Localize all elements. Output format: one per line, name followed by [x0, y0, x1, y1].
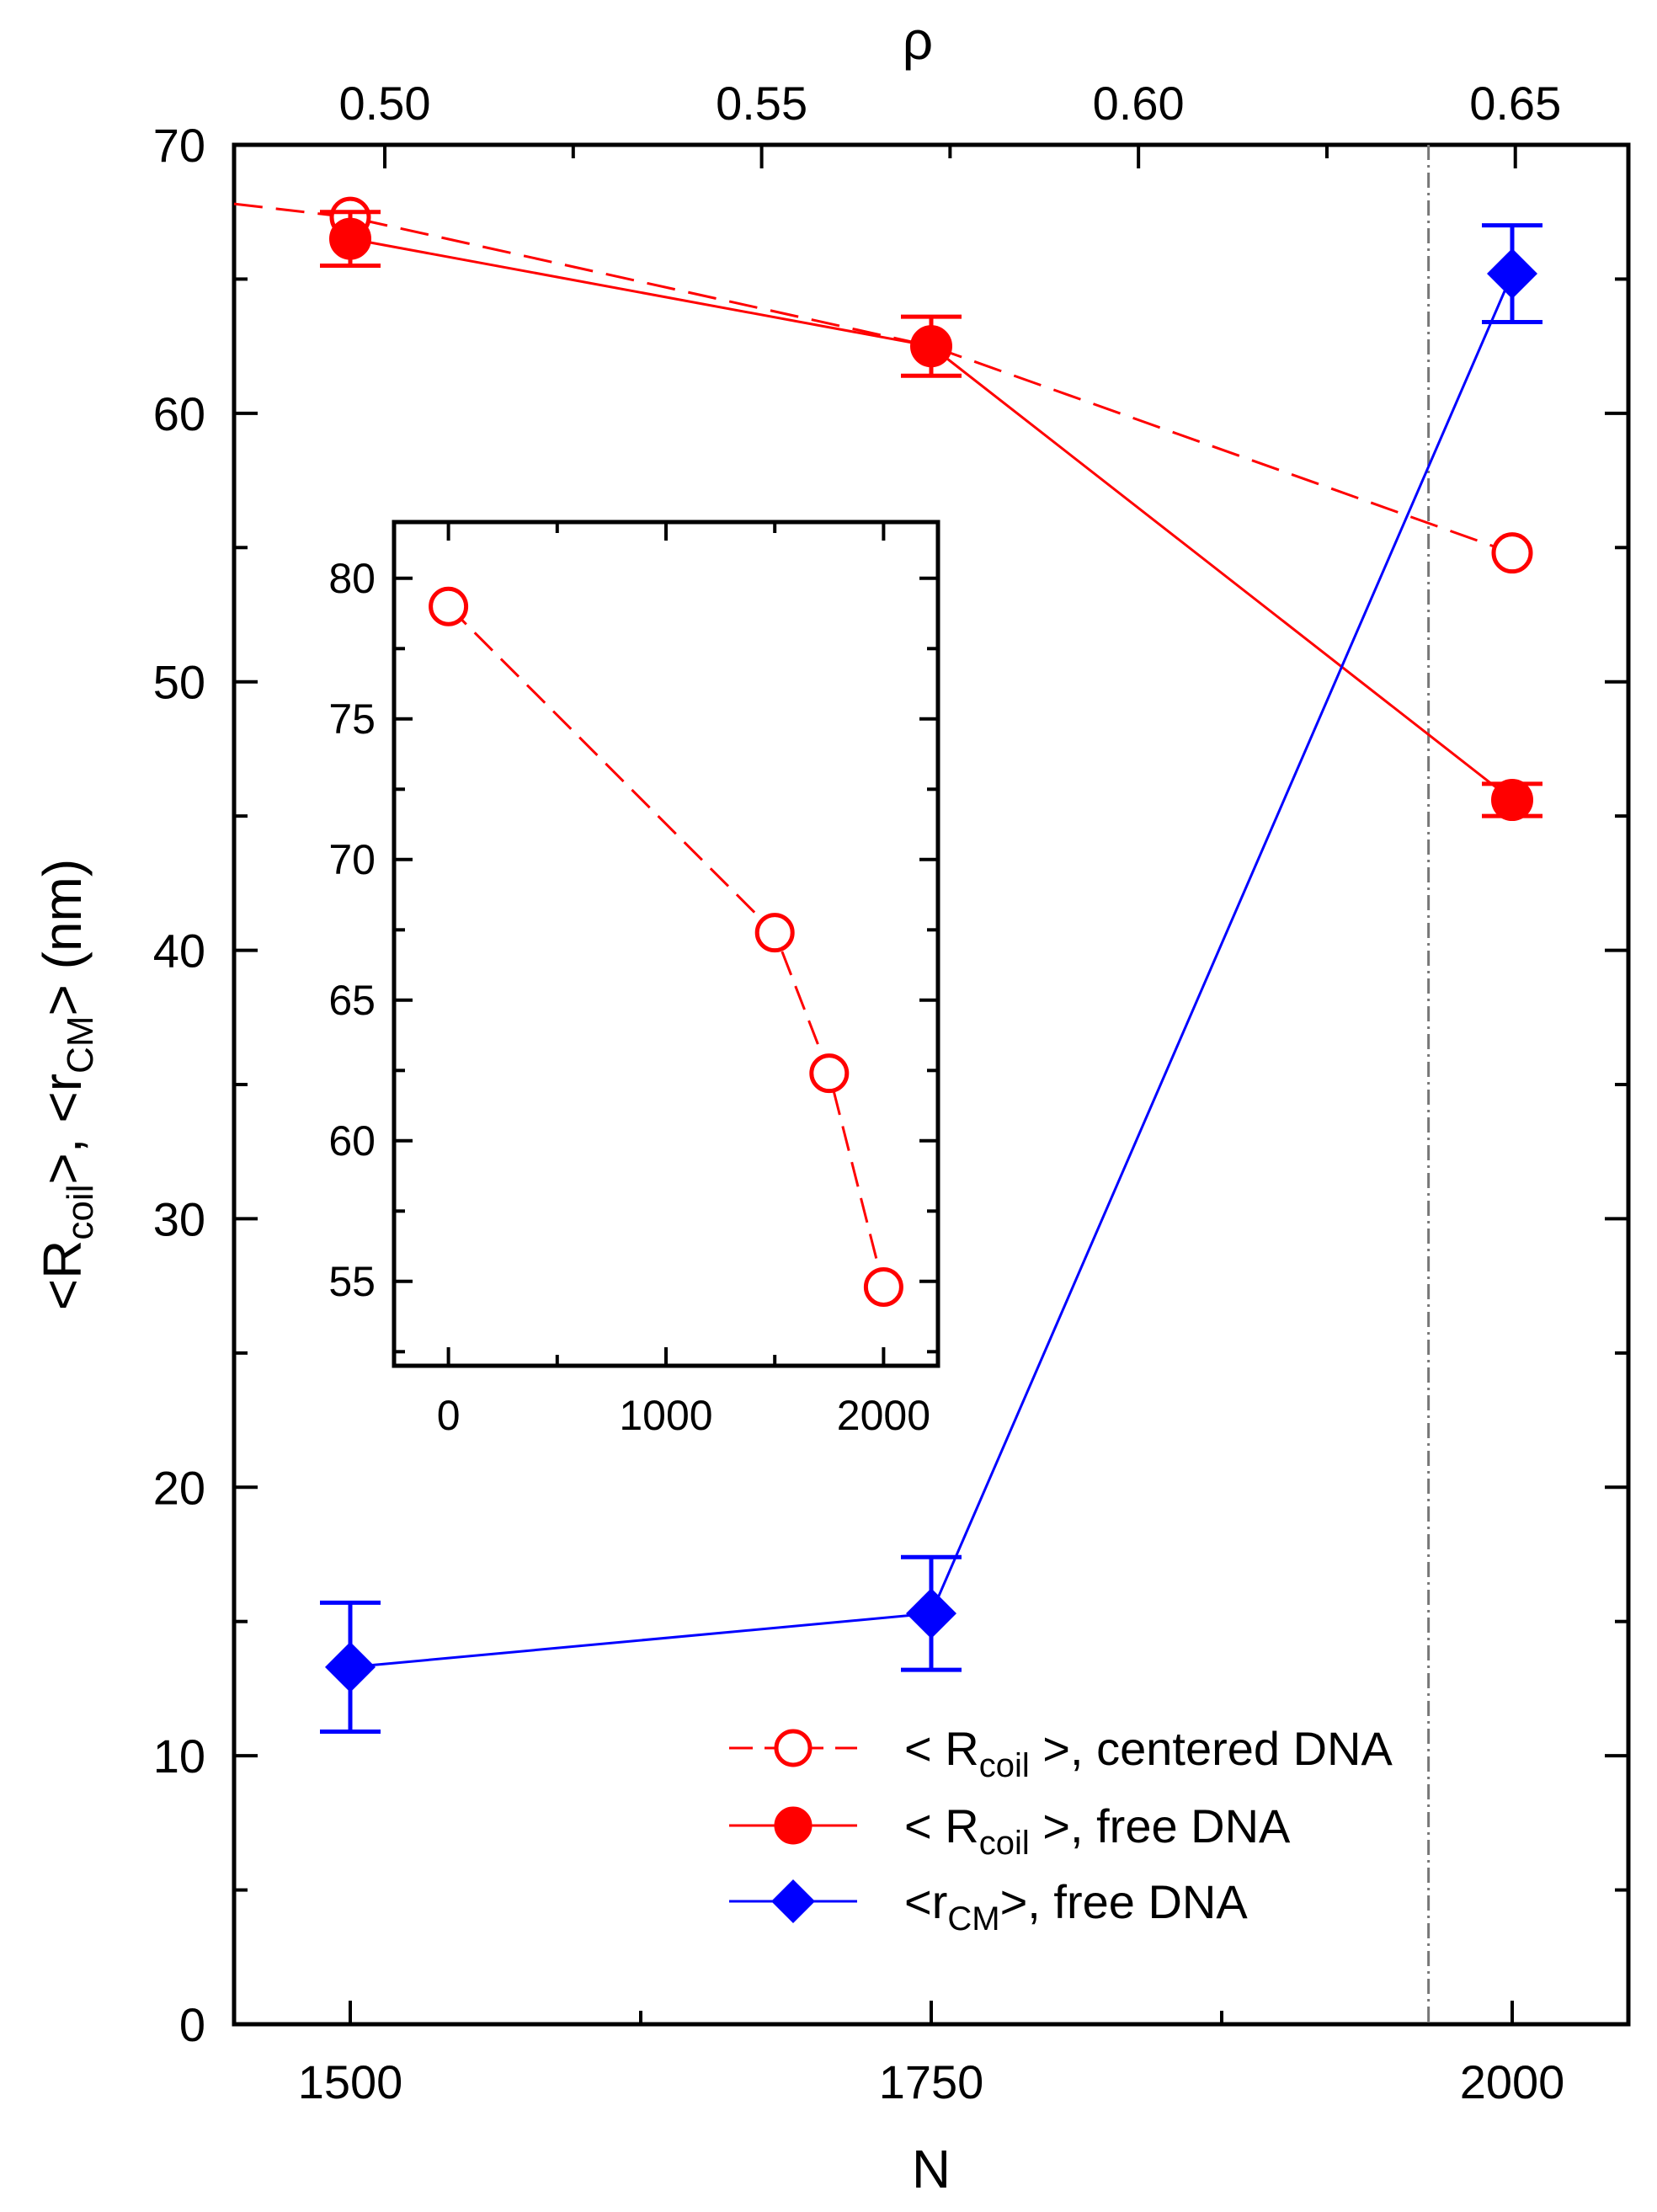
- inset-point: [809, 1053, 850, 1094]
- y-title-CM-sub: CM: [60, 1016, 101, 1074]
- inset-ticks: 55 60 65 70 75 80 0 1000 2000: [328, 522, 938, 1439]
- y-title-R: R: [32, 1240, 93, 1279]
- legend-entry-rcm: <rCM>, free DNA: [729, 1875, 1248, 1937]
- inset-point: [429, 586, 469, 626]
- series-rcm: [320, 223, 1542, 1734]
- y-title-tail: > (nm): [32, 859, 93, 1016]
- legend-marker-diamond: [771, 1879, 815, 1923]
- legend-marker-filled-circle: [774, 1806, 813, 1845]
- inset-point: [754, 913, 795, 953]
- y-tick-label: 60: [153, 387, 205, 440]
- legend: < Rcoil >, centered DNA < Rcoil >, free …: [729, 1722, 1393, 1937]
- y-tick-label: 40: [153, 925, 205, 978]
- inset-x-tick-label: 0: [437, 1392, 461, 1439]
- y-tick-label: 70: [153, 119, 205, 172]
- main-series: [233, 196, 1542, 1734]
- inset-series: [429, 586, 903, 1307]
- inset-frame: [392, 520, 940, 1368]
- legend-entry-free-coil: < Rcoil >, free DNA: [729, 1799, 1291, 1862]
- inset-y-tick-label: 55: [328, 1258, 376, 1305]
- legend-label-rcm: <rCM>, free DNA: [904, 1875, 1248, 1937]
- y-title-coil-sub: coil: [60, 1185, 101, 1240]
- y-title-mid: >, <: [32, 1091, 93, 1184]
- x-tick-label: 1500: [298, 2055, 403, 2108]
- y-title-r: r: [32, 1074, 93, 1091]
- x-tick-label: 2000: [1460, 2055, 1565, 2108]
- top-tick-label: 0.65: [1469, 77, 1561, 130]
- y-tick-label: 10: [153, 1730, 205, 1783]
- y-tick-label: 30: [153, 1192, 205, 1245]
- x-axis-title: N: [912, 2139, 951, 2199]
- inset-y-tick-label: 60: [328, 1117, 376, 1165]
- y-axis-title: <Rcoil>, <rCM> (nm): [32, 859, 101, 1310]
- y-title-lt: <: [32, 1279, 93, 1310]
- inset-y-tick-label: 80: [328, 555, 376, 602]
- x-tick-label: 1750: [879, 2055, 984, 2108]
- free-coil-point: [910, 325, 952, 368]
- legend-marker-open-circle: [774, 1729, 813, 1767]
- top-axis-title: ρ: [903, 10, 933, 71]
- series-free-coil: [320, 210, 1542, 822]
- inset-y-tick-label: 70: [328, 836, 376, 883]
- inset-x-tick-label: 1000: [619, 1392, 712, 1439]
- y-tick-label: 50: [153, 656, 205, 709]
- top-tick-label: 0.55: [716, 77, 807, 130]
- inset-y-tick-label: 65: [328, 977, 376, 1024]
- legend-entry-centered: < Rcoil >, centered DNA: [729, 1722, 1393, 1784]
- free-coil-point: [329, 217, 371, 260]
- inset-line: [447, 605, 885, 1287]
- top-tick-label: 0.60: [1093, 77, 1185, 130]
- legend-label-free-coil: < Rcoil >, free DNA: [904, 1799, 1291, 1862]
- y-tick-label: 20: [153, 1461, 205, 1514]
- y-tick-label: 0: [179, 1998, 205, 2051]
- rcm-point: [325, 1641, 376, 1692]
- centered-coil-point: [1491, 532, 1533, 574]
- rcm-point: [1487, 248, 1537, 300]
- inset-y-tick-label: 75: [328, 696, 376, 743]
- free-coil-point: [1491, 779, 1533, 822]
- inset-point: [863, 1266, 903, 1307]
- legend-label-centered: < Rcoil >, centered DNA: [904, 1722, 1393, 1784]
- main-ticks: 0 10 20 30 40 50 60 70 1500 1750 2000 0.50 0.55 0.60 0…: [153, 77, 1628, 2108]
- top-tick-label: 0.50: [339, 77, 431, 130]
- rcm-point: [906, 1588, 956, 1639]
- inset-x-tick-label: 2000: [837, 1392, 930, 1439]
- centered-coil-line: [233, 202, 1513, 555]
